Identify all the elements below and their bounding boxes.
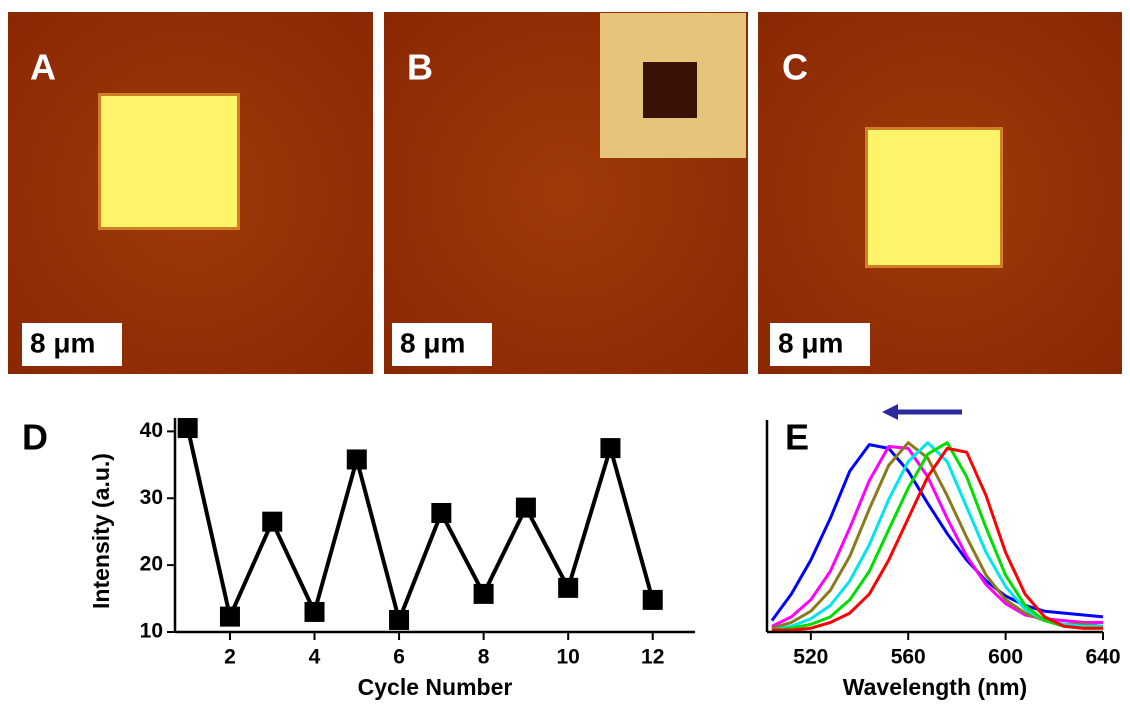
marker — [516, 498, 536, 518]
marker — [643, 590, 663, 610]
y-axis-label: Intensity (a.u.) — [88, 453, 114, 609]
x-tick-label: 520 — [793, 646, 828, 669]
y-tick-label: 10 — [140, 620, 163, 643]
scale-label: 8 μm — [778, 327, 843, 358]
series-line — [188, 428, 653, 620]
panel-label: E — [785, 417, 809, 458]
panel-a: A 8 μm — [8, 12, 373, 374]
x-tick-label: 600 — [988, 646, 1023, 669]
scale-label: 8 μm — [30, 327, 95, 358]
marker — [600, 438, 620, 458]
panel-label: C — [782, 47, 808, 88]
marker — [220, 607, 240, 627]
marker — [431, 503, 451, 523]
panel-label: B — [407, 47, 433, 88]
x-tick-label: 8 — [478, 646, 490, 669]
x-tick-label: 2 — [224, 646, 236, 669]
panel-label: A — [30, 47, 56, 88]
x-tick-label: 12 — [641, 646, 664, 669]
series-line — [772, 445, 1103, 621]
x-tick-label: 4 — [309, 646, 321, 669]
pattern — [868, 130, 1000, 265]
y-tick-label: 30 — [140, 486, 163, 509]
panel-b: B 8 μm — [384, 12, 748, 374]
scale-label: 8 μm — [400, 327, 465, 358]
marker — [178, 418, 198, 438]
marker — [389, 610, 409, 630]
x-tick-label: 640 — [1085, 646, 1120, 669]
x-axis-label: Wavelength (nm) — [843, 674, 1027, 700]
x-tick-label: 560 — [891, 646, 926, 669]
marker — [474, 584, 494, 604]
marker — [305, 602, 325, 622]
panel-c: C 8 μm — [758, 12, 1122, 374]
x-tick-label: 10 — [556, 646, 579, 669]
marker — [347, 449, 367, 469]
y-tick-label: 40 — [140, 419, 163, 442]
inset-pattern — [643, 62, 697, 118]
shift-arrow-head — [882, 404, 898, 420]
figure: A 8 μm B 8 μm C 8 μm 2 4 6 8 10 12 10 20 30 40 Cyc… — [0, 0, 1130, 711]
y-tick-label: 20 — [140, 553, 163, 576]
x-tick-label: 6 — [393, 646, 405, 669]
pattern — [101, 96, 237, 227]
marker — [262, 512, 282, 532]
panel-label: D — [22, 417, 48, 458]
marker — [558, 578, 578, 598]
x-axis-label: Cycle Number — [358, 674, 513, 700]
